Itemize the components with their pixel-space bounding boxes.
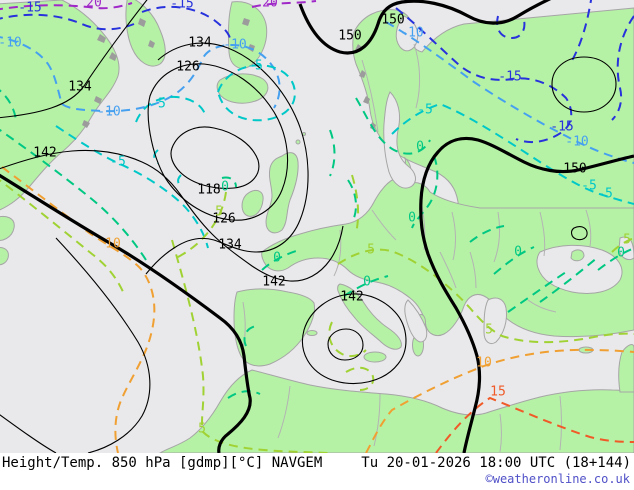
isotherm-5	[0, 174, 634, 453]
adriatic-sea	[404, 299, 428, 343]
contour-label: 150	[563, 162, 586, 177]
contour-label: 134	[188, 36, 212, 51]
contour-label: 134	[68, 80, 92, 95]
black-sea	[536, 244, 623, 294]
contour-label: -5	[247, 59, 263, 74]
isotherm-minus15	[0, 0, 634, 144]
isotherm-10	[0, 164, 634, 453]
contour-label: 126	[212, 212, 235, 227]
contour-label: 0	[514, 245, 522, 260]
height-contours-thin	[0, 0, 617, 453]
valid-time: Tu 20-01-2026 18:00 UTC (18+144)	[361, 455, 631, 471]
contour-label: -15	[170, 0, 193, 12]
isotherm-15	[435, 396, 634, 453]
inland-seas-layer	[383, 15, 634, 345]
contour-label: 10	[0, 156, 1, 171]
contour-label: -5	[597, 187, 613, 202]
contour-label: -10	[400, 26, 423, 41]
crimea	[570, 249, 585, 262]
isotherm-0	[0, 89, 633, 399]
contour-label: 5	[485, 323, 493, 338]
product-title: Height/Temp. 850 hPa [gdmp][°C] NAVGEM	[2, 455, 323, 471]
contour-label: -10	[223, 38, 246, 53]
contour-label: 142	[33, 146, 56, 161]
country-borders	[241, 43, 592, 453]
terrain-ridges	[82, 18, 376, 130]
isotherm-minus20	[0, 0, 317, 11]
contour-label: -10	[97, 105, 120, 120]
contour-label: 0	[221, 180, 229, 195]
white-sea	[395, 15, 419, 52]
contour-label: -10	[565, 135, 588, 150]
contour-label: 5	[367, 243, 375, 258]
contour-label: 20	[262, 0, 278, 11]
contour-label: 5	[198, 422, 206, 437]
credit-link[interactable]: ©weatheronline.co.uk	[485, 472, 631, 486]
contour-label: 0	[617, 246, 625, 261]
contour-label: 15	[490, 385, 506, 400]
contour-label: 150	[338, 29, 361, 44]
isotherm-minus5	[55, 64, 634, 249]
contour-label: 126	[176, 60, 199, 75]
height-contours-thick	[0, 0, 634, 453]
land-layer	[0, 0, 634, 453]
contour-label: -15	[550, 120, 573, 135]
contour-label: 134	[218, 238, 242, 253]
contour-label: -5	[150, 97, 166, 112]
contour-label: 150	[381, 13, 404, 28]
baltic-sea	[383, 91, 416, 189]
contour-label: -5	[110, 155, 126, 170]
contour-label: 0	[416, 140, 424, 155]
contour-label: 20	[86, 0, 102, 11]
contour-label: -5	[417, 103, 433, 118]
contour-label: 5	[215, 205, 223, 220]
contour-label: -5	[581, 179, 597, 194]
contour-label: 10	[476, 356, 492, 371]
contour-label: 0	[363, 275, 371, 290]
contour-label: 118	[197, 183, 220, 198]
aegean-sea	[483, 297, 507, 345]
footer-bar: Height/Temp. 850 hPa [gdmp][°C] NAVGEM T…	[0, 453, 634, 490]
contour-label: -15	[18, 1, 41, 16]
contour-label: 0	[273, 251, 281, 266]
contour-label: 142	[262, 275, 285, 290]
contour-label: 0	[408, 211, 416, 226]
contour-label: 142	[340, 290, 363, 305]
contour-label: -10	[0, 36, 22, 51]
contour-label: 10	[105, 237, 121, 252]
contour-label: -15	[498, 70, 521, 85]
contour-label: 5	[623, 233, 631, 248]
